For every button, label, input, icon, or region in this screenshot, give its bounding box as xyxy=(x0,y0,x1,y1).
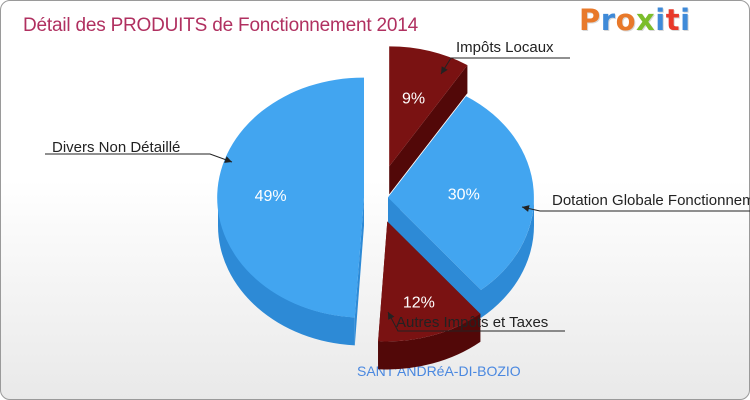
leader-arrowhead xyxy=(522,205,530,212)
pie-slice-group xyxy=(217,77,364,346)
leader-line xyxy=(387,311,565,332)
pie-slice-3 xyxy=(217,77,364,318)
pie-slice-cut-face xyxy=(389,65,468,195)
pie-percent-label: 30% xyxy=(448,187,480,204)
leader-arrowhead xyxy=(441,66,448,74)
pie-slice-2 xyxy=(378,221,481,342)
pie-slice-0 xyxy=(389,46,468,167)
logo-letter: r xyxy=(600,3,616,37)
logo-letter: i xyxy=(655,3,666,37)
slice-category-label: Dotation Globale Fonctionnement xyxy=(552,192,750,209)
pie-slice-side xyxy=(378,313,481,370)
proxiti-logo[interactable]: Proxiti xyxy=(579,3,691,37)
pie-slice-cut-face xyxy=(388,197,481,318)
pie-percent-label: 12% xyxy=(403,294,435,311)
pie-slice-group xyxy=(389,46,468,195)
leader-line xyxy=(45,153,233,163)
slice-category-label: Impôts Locaux xyxy=(456,39,554,56)
logo-letter: i xyxy=(680,3,691,37)
pie-slice-side xyxy=(218,197,355,346)
logo-letter: P xyxy=(579,3,601,37)
pie-slice-cut-face xyxy=(354,197,364,346)
chart-title: Détail des PRODUITS de Fonctionnement 20… xyxy=(23,15,419,36)
pie-slice-group xyxy=(378,221,481,370)
leader-arrowhead xyxy=(388,312,395,320)
leader-arrowhead xyxy=(224,156,232,163)
slice-category-label: Divers Non Détaillé xyxy=(52,139,180,156)
logo-letter: t xyxy=(665,3,681,37)
pie-percent-label: 49% xyxy=(255,188,287,205)
pie-slice-side xyxy=(481,197,534,318)
slice-category-label: Autres Impôts et Taxes xyxy=(396,314,548,331)
logo-letter: x xyxy=(636,3,656,37)
logo-letter: o xyxy=(615,3,637,37)
pie-percent-label: 9% xyxy=(402,90,425,107)
pie-slice-group xyxy=(388,96,534,318)
pie-slice-1 xyxy=(388,96,534,290)
